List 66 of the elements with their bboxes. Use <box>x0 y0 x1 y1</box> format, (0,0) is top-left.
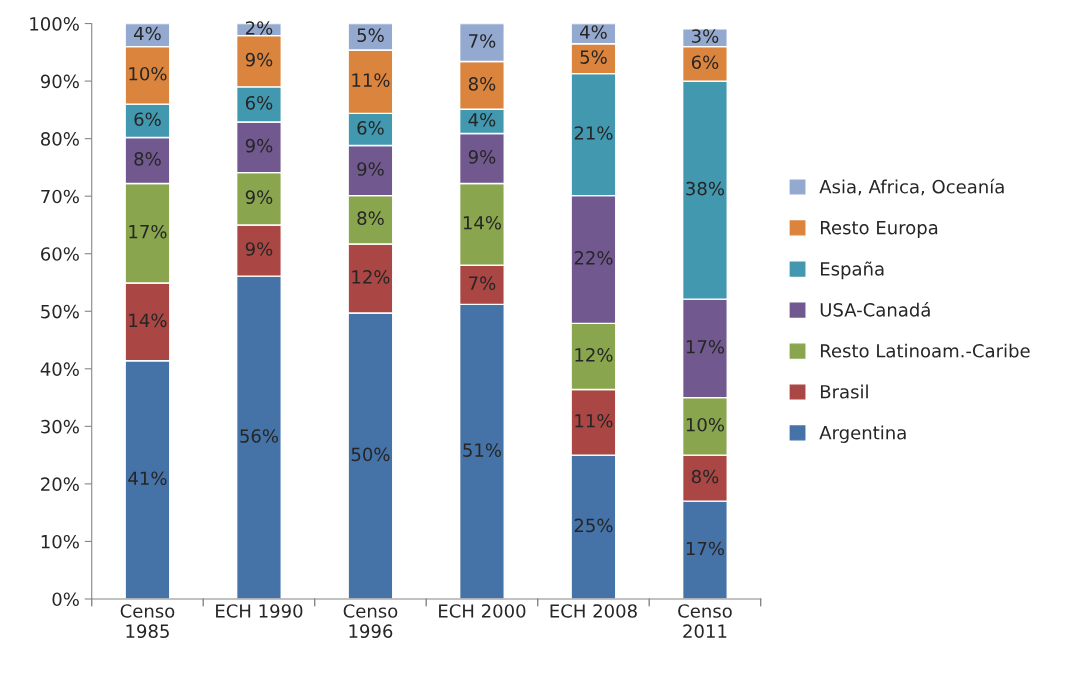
legend-label: España <box>820 261 884 280</box>
legend-label: Resto Latinoam.-Caribe <box>820 343 1030 358</box>
y-tick-label: 90% <box>40 74 79 89</box>
data-label: 12% <box>575 348 613 362</box>
x-tick-label: Censo 1996 <box>343 604 398 639</box>
data-label: 25% <box>574 518 613 533</box>
data-label: 6% <box>134 112 161 127</box>
x-tick-label: ECH 1990 <box>216 604 303 618</box>
data-label: 9% <box>245 190 273 205</box>
data-label: 2% <box>245 21 273 35</box>
data-label: 21% <box>574 126 613 140</box>
data-label: 17% <box>129 224 167 239</box>
legend-label: Resto Europa <box>820 221 938 238</box>
data-label: 11% <box>575 413 613 428</box>
legend-label: Asia, Africa, Oceanía <box>819 178 1004 196</box>
data-label: 7% <box>469 276 496 291</box>
y-tick-label: 10% <box>41 534 79 549</box>
legend-label: Brasil <box>820 384 868 399</box>
data-label: 10% <box>686 417 725 432</box>
data-label: 9% <box>357 162 384 176</box>
data-label: 22% <box>574 251 613 265</box>
x-tick-label: ECH 2000 <box>439 604 526 618</box>
data-label: 7% <box>469 34 496 48</box>
y-tick-label: 30% <box>41 419 79 434</box>
y-tick-label: 100% <box>30 17 79 31</box>
data-label: 11% <box>352 73 390 87</box>
data-label: 14% <box>129 313 167 328</box>
data-label: 9% <box>468 150 496 164</box>
x-tick-label: Censo 2011 <box>678 604 732 639</box>
data-label: 38% <box>686 181 725 196</box>
data-label: 51% <box>463 443 502 457</box>
y-tick-label: 60% <box>41 247 79 261</box>
y-tick-label: 20% <box>41 477 79 491</box>
y-tick-label: 0% <box>52 592 79 607</box>
data-label: 9% <box>245 138 273 153</box>
data-label: 3% <box>692 29 719 43</box>
data-label: 5% <box>580 50 607 64</box>
data-label: 4% <box>468 112 496 127</box>
data-label: 8% <box>691 469 719 484</box>
data-label: 5% <box>357 28 384 43</box>
data-label: 50% <box>351 447 390 462</box>
data-label: 17% <box>686 339 725 354</box>
y-tick-label: 80% <box>41 132 79 146</box>
data-label: 8% <box>468 76 496 91</box>
data-label: 4% <box>134 26 161 41</box>
y-tick-label: 70% <box>41 189 79 204</box>
y-tick-label: 50% <box>41 304 79 319</box>
data-label: 8% <box>134 152 161 166</box>
data-label: 6% <box>357 121 384 135</box>
data-label: 10% <box>129 66 167 81</box>
x-tick-label: ECH 2008 <box>550 604 637 618</box>
x-tick-label: Censo 1985 <box>120 604 175 639</box>
legend-label: Argentina <box>819 425 906 443</box>
y-tick-label: 40% <box>40 362 79 376</box>
data-label: 6% <box>245 95 273 110</box>
data-label: 17% <box>686 541 725 556</box>
data-label: 8% <box>357 211 384 226</box>
data-label: 56% <box>240 429 279 443</box>
data-label: 14% <box>463 215 502 230</box>
data-label: 6% <box>691 55 719 70</box>
data-label: 12% <box>352 270 390 284</box>
data-label: 9% <box>245 242 273 256</box>
data-label: 4% <box>580 25 607 39</box>
legend-label: USA-Canadá <box>820 301 930 317</box>
data-label: 9% <box>245 52 273 67</box>
data-label: 41% <box>128 471 167 486</box>
